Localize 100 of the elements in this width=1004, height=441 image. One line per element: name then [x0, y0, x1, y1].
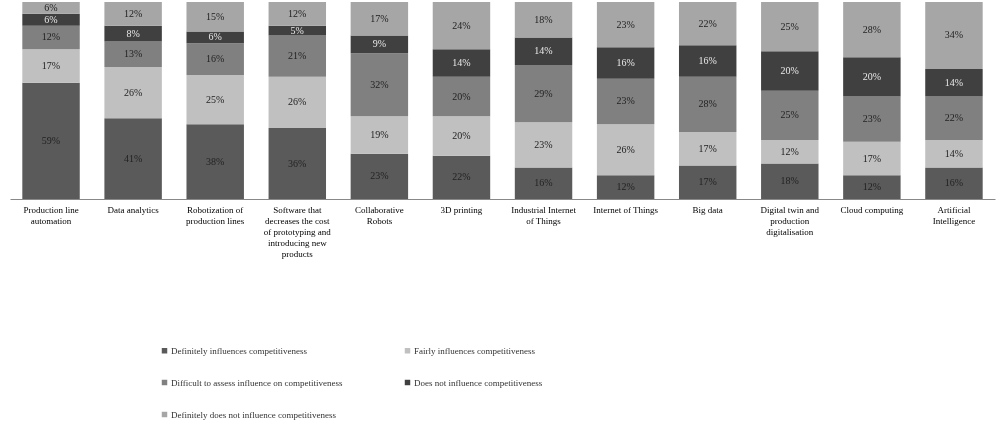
bar [186, 43, 244, 75]
data-label: 26% [123, 86, 143, 98]
x-tick-label: Robotization of production lines [186, 204, 245, 226]
x-tick-label: 3D printing [440, 204, 483, 215]
data-label: 5% [290, 24, 304, 36]
data-label: 17% [698, 142, 717, 154]
bar [268, 2, 327, 26]
bar [104, 67, 162, 119]
x-tick-label: Artificial Intelligence [932, 204, 976, 226]
bar [186, 74, 244, 125]
x-tick-label: Cloud computing [840, 204, 904, 215]
legend-label: Definitely influences competitiveness [171, 345, 308, 356]
bar [843, 57, 901, 97]
bar [432, 76, 491, 117]
bar [514, 65, 573, 123]
bar [104, 2, 162, 26]
data-label: 17% [41, 60, 61, 72]
data-label: 20% [452, 90, 471, 102]
bar [761, 2, 819, 52]
x-tick-label: Collaborative Robots [354, 204, 404, 226]
data-label: 15% [206, 10, 225, 22]
legend-label: Fairly influences competitiveness [414, 345, 536, 356]
data-label: 16% [206, 53, 225, 65]
data-label: 25% [780, 109, 799, 121]
data-label: 12% [123, 7, 143, 19]
bar [925, 96, 983, 140]
data-label: 23% [534, 138, 553, 150]
data-label: 34% [944, 29, 964, 41]
bar [596, 2, 655, 48]
bar [761, 139, 819, 164]
data-label: 25% [780, 20, 799, 32]
bar [925, 68, 983, 97]
bar [186, 2, 244, 32]
bar [268, 35, 327, 77]
bar [268, 76, 327, 129]
x-tick-label: Big data [692, 204, 723, 215]
x-tick-label: Data analytics [107, 204, 160, 215]
bar [22, 2, 80, 14]
bar [678, 165, 737, 199]
bar [596, 78, 655, 125]
bar [514, 122, 573, 168]
bar [186, 124, 244, 199]
data-label: 20% [452, 129, 471, 141]
bar [761, 51, 819, 91]
data-label: 6% [208, 31, 222, 43]
bar [761, 90, 819, 140]
bar [596, 124, 655, 176]
data-label: 29% [534, 87, 553, 99]
data-label: 8% [126, 27, 140, 39]
data-label: 20% [780, 64, 799, 76]
data-label: 14% [944, 147, 964, 159]
bar [596, 175, 655, 199]
bar [22, 49, 80, 83]
bar [843, 141, 901, 176]
bar [22, 82, 80, 199]
data-label: 6% [44, 1, 58, 13]
bar [432, 116, 491, 156]
bar [925, 167, 983, 199]
data-label: 16% [616, 57, 635, 69]
bar [350, 153, 409, 199]
data-label: 14% [534, 45, 553, 57]
data-label: 21% [288, 50, 307, 62]
data-label: 13% [123, 48, 143, 60]
data-label: 12% [41, 31, 61, 43]
bar [596, 47, 655, 79]
bar [432, 155, 491, 199]
data-label: 32% [370, 78, 389, 90]
data-label: 28% [698, 98, 717, 110]
x-tick-label: Industrial Internet of Things [511, 204, 577, 226]
bar [22, 13, 80, 26]
data-label: 14% [944, 76, 964, 88]
data-label: 14% [452, 57, 471, 69]
data-label: 26% [288, 96, 307, 108]
bar [678, 45, 737, 77]
data-label: 6% [44, 13, 58, 25]
data-label: 26% [616, 143, 635, 155]
x-tick-label: Digital twin and production digitalisation [760, 204, 820, 237]
bar [514, 2, 573, 38]
bar [350, 2, 409, 36]
bar [350, 116, 409, 154]
bar [350, 35, 409, 54]
bar [678, 2, 737, 46]
bar [432, 2, 491, 50]
bar [761, 163, 819, 199]
legend-label: Difficult to assess influence on competitiveness [171, 377, 344, 388]
bar [843, 2, 901, 58]
bar [678, 132, 737, 166]
bar [514, 167, 573, 199]
data-label: 16% [698, 55, 717, 67]
bar [104, 41, 162, 68]
x-tick-label: Software that decreases the cost of prototyping and introducing new products [263, 204, 332, 259]
bar [432, 49, 491, 77]
data-label: 28% [862, 23, 882, 35]
x-tick-label: Production line automation [23, 204, 79, 226]
bar [350, 53, 409, 117]
data-label: 24% [452, 19, 471, 31]
bar [514, 37, 573, 66]
bar [678, 76, 737, 133]
bar [268, 128, 327, 199]
data-label: 22% [698, 17, 717, 29]
